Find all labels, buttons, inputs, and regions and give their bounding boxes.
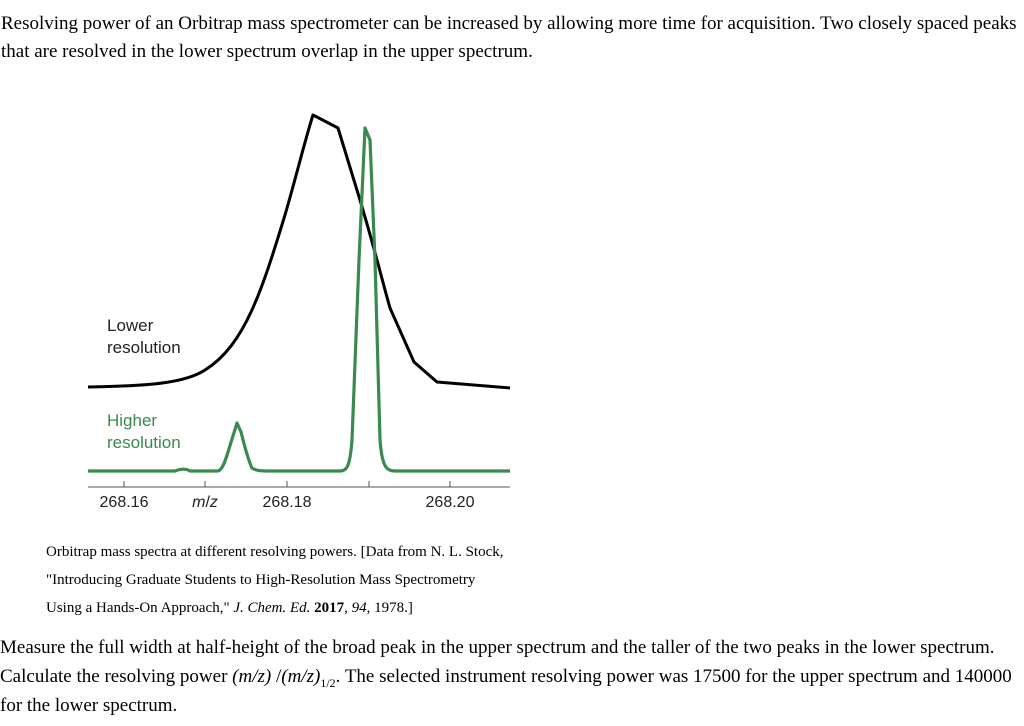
x-tick-label: 268.16 bbox=[100, 494, 149, 511]
higher-resolution-label: resolution bbox=[107, 433, 181, 452]
x-tick-label: 268.20 bbox=[426, 494, 475, 511]
orbitrap-spectra-figure: 268.16 m/z 268.18 268.20 Lower resolutio… bbox=[87, 113, 511, 511]
lower-resolution-label: resolution bbox=[107, 338, 181, 357]
lower-resolution-label: Lower bbox=[107, 316, 154, 335]
x-tick-label: 268.18 bbox=[263, 494, 312, 511]
formula-denominator: (m/z) bbox=[281, 666, 321, 687]
intro-paragraph: Resolving power of an Orbitrap mass spec… bbox=[1, 13, 1017, 62]
x-axis-label: m/z bbox=[192, 494, 218, 511]
question-paragraph: Measure the full width at half-height of… bbox=[0, 637, 1012, 716]
caption-line: Orbitrap mass spectra at different resol… bbox=[46, 544, 504, 560]
formula-numerator: (m/z) bbox=[232, 666, 272, 687]
formula-subscript: 1/2 bbox=[320, 675, 336, 690]
figure-caption: Orbitrap mass spectra at different resol… bbox=[46, 538, 606, 622]
higher-resolution-label: Higher bbox=[107, 411, 157, 430]
caption-line: "Introducing Graduate Students to High-R… bbox=[46, 572, 476, 588]
journal-name: J. Chem. Ed. bbox=[233, 600, 311, 616]
citation-volume: 94 bbox=[351, 600, 367, 616]
citation-year: 2017 bbox=[314, 600, 345, 616]
higher-resolution-trace bbox=[88, 126, 510, 473]
caption-line: Using a Hands-On Approach," J. Chem. Ed.… bbox=[46, 600, 413, 616]
